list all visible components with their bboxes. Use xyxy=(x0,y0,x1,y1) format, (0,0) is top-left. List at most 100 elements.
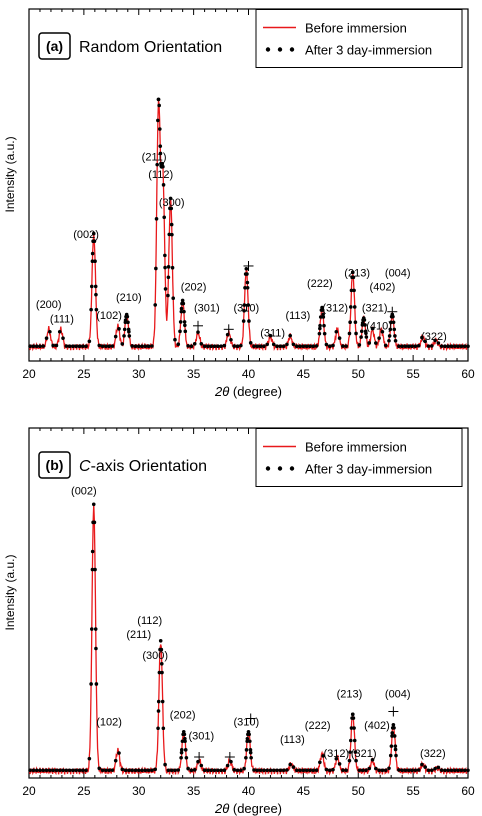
data-point xyxy=(275,344,279,349)
peak-label: (202) xyxy=(181,282,207,294)
data-point xyxy=(94,646,98,651)
data-point xyxy=(160,670,164,675)
data-point xyxy=(362,318,367,322)
data-point xyxy=(446,768,451,773)
data-point xyxy=(241,319,246,323)
data-point xyxy=(92,520,97,525)
data-point xyxy=(348,750,352,754)
data-point xyxy=(156,709,161,713)
data-point xyxy=(179,750,184,755)
data-point xyxy=(429,344,434,348)
peak-label: (402) xyxy=(364,720,390,732)
data-point xyxy=(136,344,141,349)
x-tick-label: 60 xyxy=(461,784,475,798)
data-point xyxy=(67,344,72,349)
data-point xyxy=(242,766,246,771)
data-point xyxy=(166,265,171,269)
data-point xyxy=(192,341,197,346)
data-point xyxy=(183,323,187,328)
plus-marker xyxy=(245,713,256,724)
data-point xyxy=(158,144,163,148)
data-point xyxy=(89,682,93,686)
peak-label: (112) xyxy=(137,615,162,627)
data-point xyxy=(80,344,85,349)
data-point xyxy=(176,342,181,346)
data-point xyxy=(393,334,397,338)
x-tick-label: 45 xyxy=(297,784,311,798)
data-point xyxy=(403,344,408,349)
data-point xyxy=(126,320,130,325)
data-point xyxy=(107,344,111,349)
data-point xyxy=(370,326,375,331)
data-point xyxy=(443,344,447,349)
data-point xyxy=(318,315,323,319)
data-point xyxy=(334,329,339,334)
data-point xyxy=(359,329,364,334)
data-point xyxy=(383,768,388,773)
data-point xyxy=(391,320,396,325)
panel-label-box xyxy=(38,451,71,479)
x-tick-label: 20 xyxy=(22,367,36,381)
data-point xyxy=(54,343,59,348)
data-point xyxy=(351,716,356,720)
data-point xyxy=(352,305,357,309)
panel-label-box xyxy=(38,32,71,60)
legend-dot-swatch xyxy=(277,466,283,471)
data-point xyxy=(41,344,46,348)
data-point xyxy=(28,344,32,349)
data-point xyxy=(244,756,248,760)
data-point xyxy=(199,763,204,768)
x-tick-label: 55 xyxy=(406,367,420,381)
data-point xyxy=(400,768,404,773)
data-point xyxy=(324,767,329,772)
data-point xyxy=(159,661,164,666)
data-point xyxy=(104,768,108,773)
data-point xyxy=(169,222,174,227)
data-point xyxy=(439,344,444,348)
data-point xyxy=(178,320,183,324)
data-point xyxy=(388,753,393,758)
data-point xyxy=(182,732,187,737)
data-point xyxy=(389,744,394,748)
data-point xyxy=(87,339,92,344)
data-point xyxy=(413,768,418,773)
data-point xyxy=(308,344,312,349)
peak-label: (300) xyxy=(159,197,185,209)
data-point xyxy=(34,344,39,349)
data-point xyxy=(161,164,165,169)
data-point xyxy=(308,768,312,773)
data-point xyxy=(133,344,138,349)
data-point xyxy=(353,750,358,754)
data-point xyxy=(163,287,168,291)
data-point xyxy=(71,344,75,349)
data-point xyxy=(244,748,249,752)
data-point xyxy=(156,118,160,123)
data-point xyxy=(406,768,411,773)
panel-label: (b) xyxy=(46,457,64,473)
data-point xyxy=(146,344,151,349)
data-point xyxy=(93,627,98,631)
x-tick-label: 50 xyxy=(352,784,366,798)
data-point xyxy=(113,758,118,763)
data-point xyxy=(170,265,175,270)
x-tick-label: 40 xyxy=(242,367,256,381)
data-point xyxy=(153,767,158,772)
peak-label: (322) xyxy=(420,748,446,760)
data-point xyxy=(420,335,424,340)
peak-label: (112) xyxy=(148,169,173,181)
data-point xyxy=(104,344,108,349)
data-point xyxy=(354,331,358,336)
y-axis-label: Intensity (a.u.) xyxy=(3,136,17,212)
data-point xyxy=(459,768,464,773)
data-point xyxy=(393,744,398,748)
data-point xyxy=(180,739,185,744)
data-point xyxy=(44,336,49,340)
x-tick-label: 60 xyxy=(461,367,475,381)
data-point xyxy=(391,314,395,319)
data-point xyxy=(314,344,319,348)
data-point xyxy=(54,768,59,773)
data-point xyxy=(110,768,115,772)
data-point xyxy=(393,338,398,343)
peak-label: (402) xyxy=(370,282,396,294)
data-point xyxy=(255,768,260,773)
